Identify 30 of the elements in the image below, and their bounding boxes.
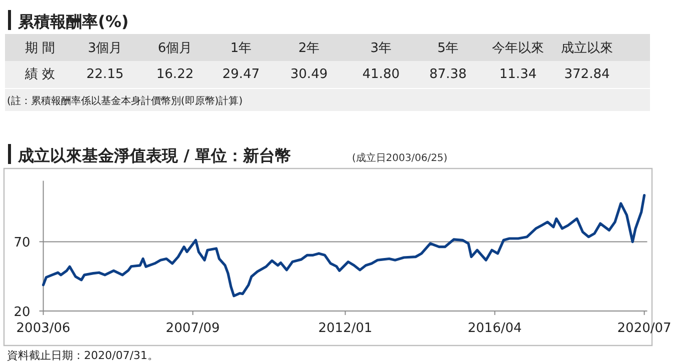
category-label: 今年以來 bbox=[492, 41, 544, 56]
data-label: 22.15 bbox=[86, 67, 124, 82]
category-label: 3個月 bbox=[88, 41, 122, 56]
x-tick-label: 2007/09 bbox=[166, 321, 220, 336]
text: (註：累積報酬率係以基金本身計價幣別(即原幣)計算) bbox=[7, 95, 243, 107]
category-label: 1年 bbox=[230, 41, 252, 56]
category-label: 2年 bbox=[298, 41, 320, 56]
category-label: 6個月 bbox=[158, 41, 192, 56]
text: 績 效 bbox=[24, 67, 56, 82]
category-label: 5年 bbox=[437, 41, 459, 56]
y-tick-label: 70 bbox=[14, 236, 30, 251]
data-label: 29.47 bbox=[222, 67, 260, 82]
category-label: 3年 bbox=[370, 41, 392, 56]
data-label: 41.80 bbox=[362, 67, 400, 82]
chart-subtitle: (成立日2003/06/25) bbox=[352, 152, 448, 164]
y-tick-label: 20 bbox=[14, 305, 30, 320]
data-label: 11.34 bbox=[499, 67, 537, 82]
x-tick-label: 2003/06 bbox=[16, 321, 70, 336]
text: 期 間 bbox=[24, 41, 56, 56]
data-label: 372.84 bbox=[564, 67, 610, 82]
data-label: 30.49 bbox=[290, 67, 328, 82]
data-label: 87.38 bbox=[429, 67, 467, 82]
chart-title: 成立以來基金淨值表現 / 單位：新台幣 bbox=[17, 146, 291, 165]
x-tick-label: 2012/01 bbox=[318, 321, 372, 336]
x-tick-label: 2016/04 bbox=[468, 321, 522, 336]
text: 資料截止日期：2020/07/31。 bbox=[7, 349, 158, 362]
text: 累積報酬率(%) bbox=[17, 12, 129, 31]
x-tick-label: 2020/07 bbox=[617, 321, 672, 336]
data-label: 16.22 bbox=[156, 67, 194, 82]
category-label: 成立以來 bbox=[561, 40, 613, 56]
